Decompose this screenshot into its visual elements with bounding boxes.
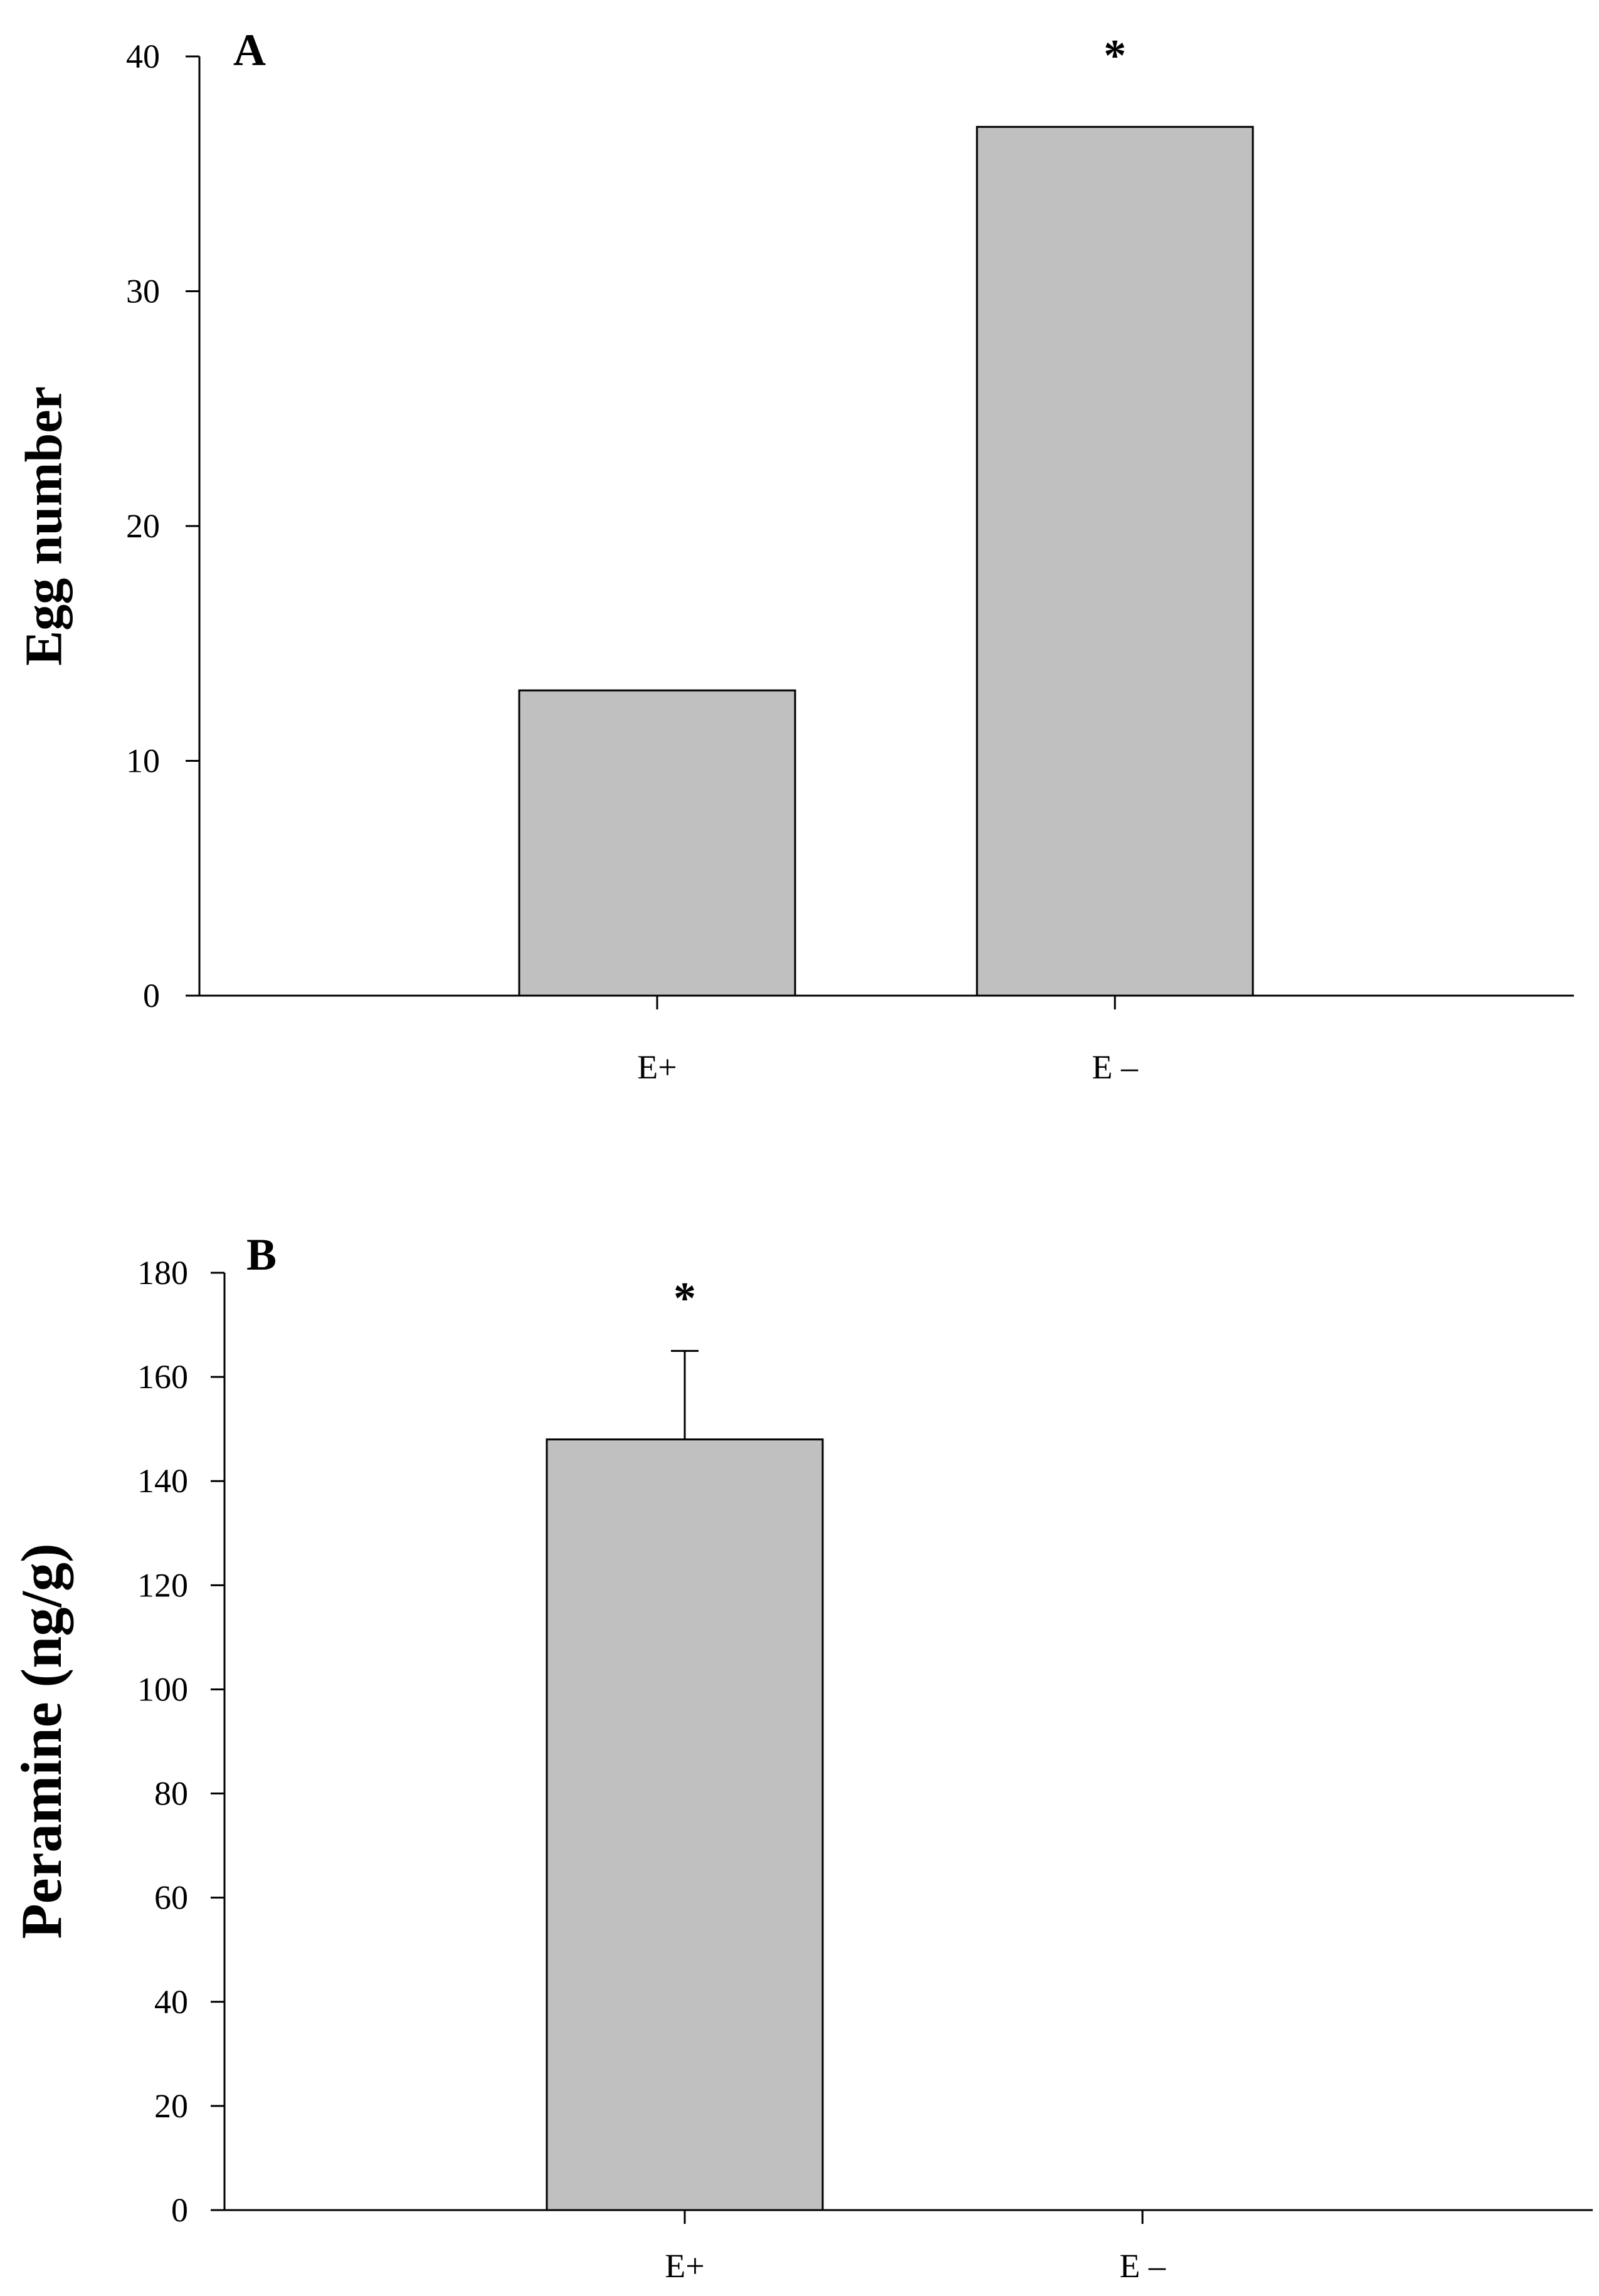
panel-label: B (246, 1230, 277, 1280)
significance-marker: * (1104, 30, 1126, 80)
y-tick-label: 20 (126, 507, 160, 545)
y-tick-label: 80 (154, 1775, 188, 1813)
panel-a: 0 10 20 30 40 E+ E – * Egg number A (15, 25, 1574, 1086)
y-tick-label: 20 (154, 2087, 188, 2125)
y-tick-label: 160 (137, 1358, 188, 1396)
y-tick-label: 140 (137, 1462, 188, 1500)
x-tick-label: E – (1119, 2247, 1166, 2285)
y-tick-label: 0 (171, 2191, 188, 2229)
y-axis-title: Peramine (ng/g) (9, 1543, 73, 1939)
bar (976, 125, 1254, 997)
panel-b: 0 20 40 60 80 100 120 140 160 180 E+ * E – Peramine (… (9, 1230, 1593, 2285)
x-tick-label: E – (1092, 1048, 1138, 1086)
panel-label: A (233, 25, 266, 75)
y-tick-label: 100 (137, 1670, 188, 1708)
y-tick-label: 30 (126, 273, 160, 310)
x-tick-label: E+ (665, 2247, 704, 2285)
y-tick-label: 40 (126, 38, 160, 75)
y-tick-label: 40 (154, 1983, 188, 2021)
bar (518, 689, 796, 997)
y-tick-label: 60 (154, 1879, 188, 1917)
y-tick-label: 10 (126, 742, 160, 780)
y-tick-label: 180 (137, 1254, 188, 1292)
y-tick-label: 120 (137, 1566, 188, 1604)
significance-marker: * (673, 1273, 696, 1324)
y-tick-label: 0 (143, 977, 160, 1014)
y-axis-title: Egg number (15, 386, 73, 666)
bar (546, 1438, 824, 2211)
x-tick-label: E+ (637, 1048, 677, 1086)
